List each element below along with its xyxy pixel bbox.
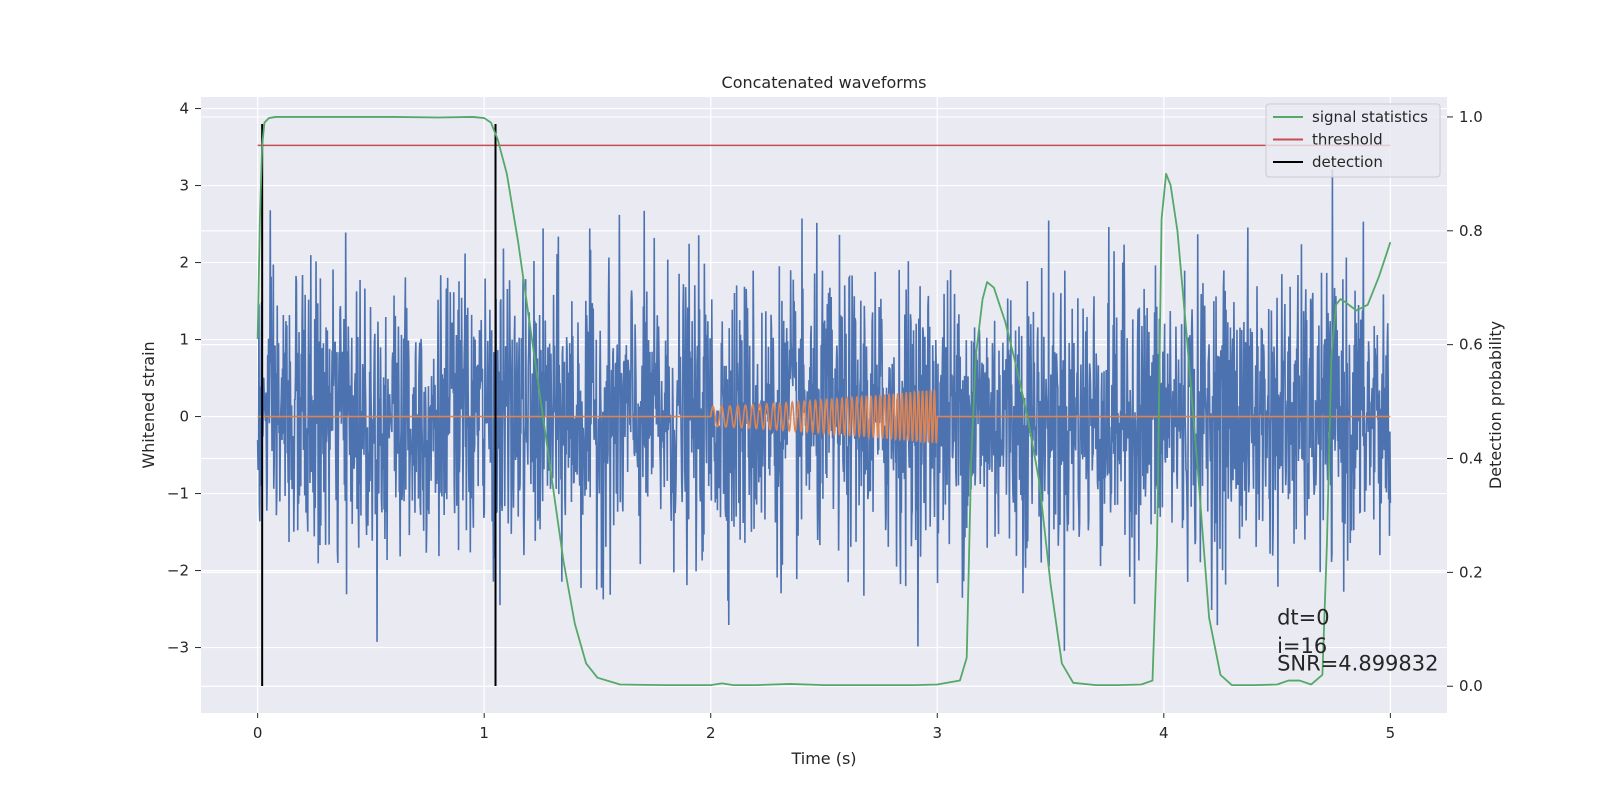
right-y-tick-label: 0.6 — [1459, 336, 1483, 354]
right-y-tick-label: 0.2 — [1459, 563, 1483, 581]
legend-label: signal statistics — [1312, 108, 1428, 126]
x-tick-label: 1 — [479, 724, 489, 742]
y-tick-label: −1 — [167, 485, 189, 503]
left-y-axis: −3 −2 −1 0 1 2 3 4 — [167, 100, 201, 657]
y-tick-label: 2 — [179, 254, 189, 272]
y-tick-label: −2 — [167, 562, 189, 580]
legend-label: detection — [1312, 153, 1383, 171]
x-tick-label: 3 — [932, 724, 942, 742]
x-axis-label: Time (s) — [790, 749, 856, 768]
y-tick-label: 0 — [179, 408, 189, 426]
right-y-tick-label: 0.4 — [1459, 450, 1483, 468]
annotation-text: i=16 — [1277, 634, 1327, 658]
legend-box — [1265, 103, 1441, 178]
right-y-tick-label: 0.8 — [1459, 222, 1483, 240]
y-tick-label: 3 — [179, 177, 189, 195]
legend-label: threshold — [1312, 131, 1383, 149]
right-y-axis: 0.0 0.2 0.4 0.6 0.8 1.0 — [1447, 108, 1483, 695]
chirp-series-line — [257, 389, 1391, 444]
chart-title: Concatenated waveforms — [722, 73, 927, 92]
y-tick-label: 4 — [179, 100, 189, 118]
x-tick-label: 2 — [706, 724, 716, 742]
right-y-tick-label: 0.0 — [1459, 677, 1483, 695]
annotation-text: SNR=4.899832 — [1277, 652, 1438, 676]
annotation-text: dt=0 — [1277, 605, 1330, 629]
y-tick-label: −3 — [167, 639, 189, 657]
x-axis: 0 1 2 3 4 5 — [253, 713, 1395, 742]
x-tick-label: 0 — [253, 724, 263, 742]
y-axis-label: Whitened strain — [139, 341, 158, 468]
right-y-axis-label: Detection probability — [1486, 321, 1505, 489]
noise-series-line — [256, 169, 1392, 651]
signal-statistics-line — [256, 116, 1392, 686]
right-y-tick-label: 1.0 — [1459, 108, 1483, 126]
x-tick-label: 4 — [1159, 724, 1169, 742]
x-tick-label: 5 — [1386, 724, 1396, 742]
plot-area — [256, 116, 1392, 687]
y-tick-label: 1 — [179, 331, 189, 349]
legend: signal statistics threshold detection — [1265, 103, 1441, 178]
